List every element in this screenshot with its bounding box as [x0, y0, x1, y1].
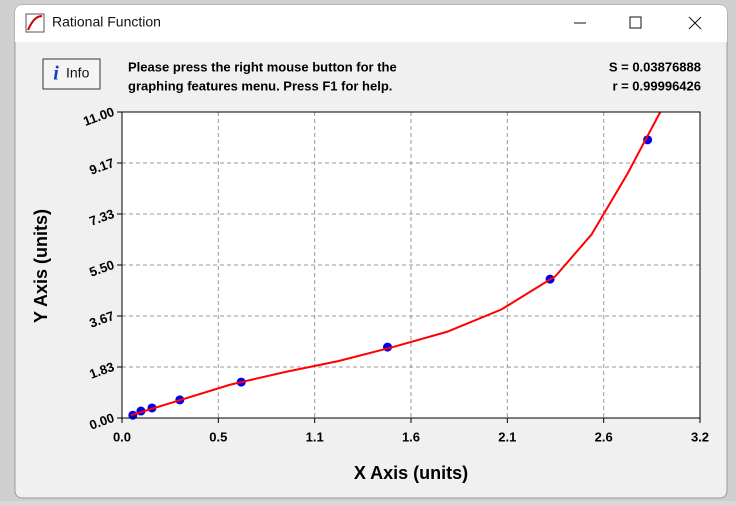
window-title: Rational Function — [52, 14, 161, 30]
app-icon-curve — [27, 15, 43, 31]
y-axis-label: Y Axis (units) — [31, 209, 51, 323]
x-tick-label: 0.0 — [113, 429, 131, 444]
x-axis-label: X Axis (units) — [354, 463, 468, 483]
maximize-button[interactable] — [629, 16, 642, 29]
stat-r: r = 0.99996426 — [612, 78, 701, 93]
x-tick-label: 0.5 — [209, 429, 227, 444]
x-tick-label: 1.1 — [306, 429, 324, 444]
title-bar — [15, 5, 727, 42]
fit-curve — [130, 112, 662, 417]
stat-s: S = 0.03876888 — [609, 59, 701, 74]
info-label: Info — [66, 65, 90, 81]
close-button[interactable] — [688, 16, 702, 30]
x-tick-label: 3.2 — [691, 429, 709, 444]
x-tick-label: 1.6 — [402, 429, 420, 444]
app-icon — [25, 13, 45, 33]
help-text: graphing features menu. Press F1 for hel… — [128, 78, 392, 93]
help-text: Please press the right mouse button for … — [128, 59, 397, 74]
info-button[interactable] — [42, 58, 101, 90]
x-tick-label: 2.1 — [498, 429, 516, 444]
info-icon: i — [53, 63, 59, 85]
x-tick-label: 2.6 — [595, 429, 613, 444]
plot-frame — [121, 111, 701, 419]
